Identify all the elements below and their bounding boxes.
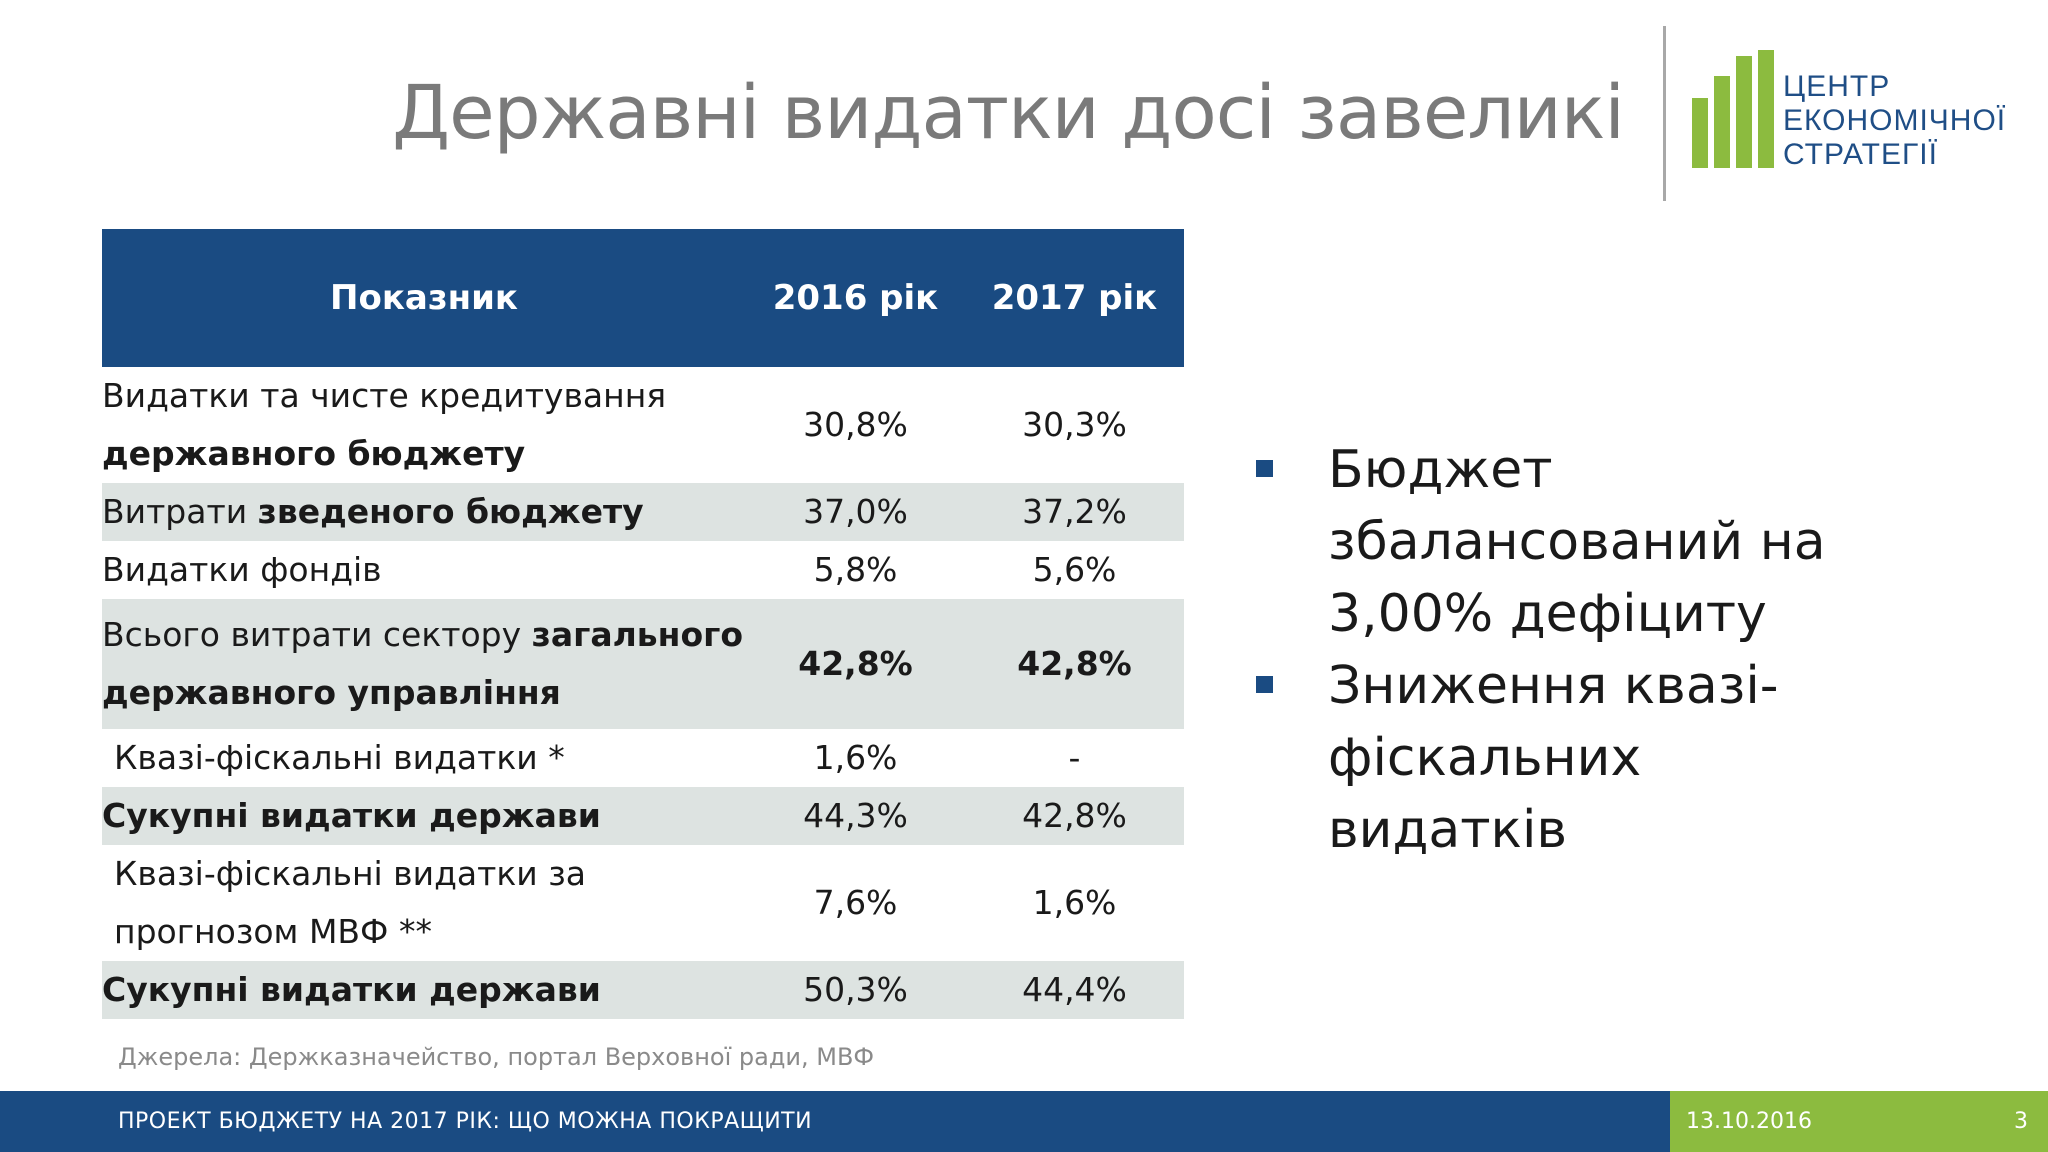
table-row: Квазі-фіскальні видатки за прогнозом МВФ… (102, 845, 1184, 961)
table-row: Всього витрати сектору загального держав… (102, 599, 1184, 729)
row-label: Видатки фондів (102, 541, 746, 599)
value-2016: 42,8% (746, 599, 965, 729)
value-2016: 50,3% (746, 961, 965, 1019)
footer-date: 13.10.2016 (1686, 1109, 1812, 1134)
logo-line-1: ЦЕНТР (1783, 70, 1891, 103)
row-label-plain: Видатки фондів (102, 550, 382, 589)
row-label: Квазі-фіскальні видатки за прогнозом МВФ… (102, 845, 746, 961)
logo-bars-icon (1692, 50, 1774, 168)
value-2016: 30,8% (803, 405, 908, 444)
header-2016: 2016 рік (746, 229, 965, 367)
expenditure-table: Показник 2016 рік 2017 рік Видатки та чи… (102, 229, 1184, 1019)
table-row: Сукупні видатки держави 44,3% 42,8% (102, 787, 1184, 845)
footer-green-band (1670, 1091, 2048, 1152)
value-2017: 42,8% (965, 599, 1184, 729)
row-label-plain: Квазі-фіскальні видатки за прогнозом МВФ… (114, 854, 586, 951)
row-label: Сукупні видатки держави (102, 787, 746, 845)
title-divider (1663, 26, 1666, 201)
value-2016: 37,0% (746, 483, 965, 541)
row-label-plain: Витрати (102, 492, 258, 531)
table-row: Витрати зведеного бюджету 37,0% 37,2% (102, 483, 1184, 541)
row-label-bold: зведеного бюджету (257, 492, 644, 531)
table-row: Видатки фондів 5,8% 5,6% (102, 541, 1184, 599)
row-label-bold: державного бюджету (102, 434, 526, 473)
bullet-text: Бюджет збалансований на 3,00% дефіциту (1328, 440, 1826, 644)
value-2016: 5,8% (813, 550, 898, 589)
square-bullet-icon (1256, 460, 1273, 477)
table-row: Видатки та чисте кредитування державного… (102, 367, 1184, 483)
value-2016: 7,6% (813, 883, 898, 922)
footer-title: ПРОЕКТ БЮДЖЕТУ НА 2017 РІК: ЩО МОЖНА ПОК… (118, 1109, 813, 1134)
value-2017: 44,4% (965, 961, 1184, 1019)
bullet-item: Зниження квазі-фіскальних видатків (1256, 650, 1876, 866)
bullet-item: Бюджет збалансований на 3,00% дефіциту (1256, 434, 1876, 650)
footer-blue-band (0, 1091, 1670, 1152)
logo-text: ЦЕНТР ЕКОНОМІЧНОЇ СТРАТЕГІЇ (1783, 70, 2006, 172)
page-number: 3 (2014, 1109, 2028, 1134)
value-2017: - (1068, 738, 1081, 777)
row-label: Всього витрати сектору загального держав… (102, 599, 746, 729)
row-label-bold: Сукупні видатки держави (102, 796, 601, 835)
square-bullet-icon (1256, 676, 1273, 693)
table-source-note: Джерела: Держказначейство, портал Верхов… (118, 1043, 875, 1071)
value-2017: 30,3% (1022, 405, 1127, 444)
row-label: Сукупні видатки держави (102, 961, 746, 1019)
value-2017: 1,6% (1032, 883, 1117, 922)
bullet-list: Бюджет збалансований на 3,00% дефіциту З… (1256, 434, 1876, 866)
row-label: Квазі-фіскальні видатки * (102, 729, 746, 787)
logo-line-3: СТРАТЕГІЇ (1783, 138, 1938, 171)
logo: ЦЕНТР ЕКОНОМІЧНОЇ СТРАТЕГІЇ (1690, 50, 2010, 172)
header-2017: 2017 рік (965, 229, 1184, 367)
row-label-plain: Всього витрати сектору (102, 615, 532, 654)
value-2017: 5,6% (1032, 550, 1117, 589)
row-label-plain: Квазі-фіскальні видатки * (114, 738, 565, 777)
value-2016: 44,3% (746, 787, 965, 845)
header-indicator: Показник (102, 229, 746, 367)
row-label-bold: Сукупні видатки держави (102, 970, 601, 1009)
row-label-bold: загального державного управління (102, 615, 744, 712)
bullet-text: Зниження квазі-фіскальних видатків (1328, 656, 1779, 860)
value-2017: 37,2% (965, 483, 1184, 541)
table-row: Квазі-фіскальні видатки * 1,6% - (102, 729, 1184, 787)
row-label: Витрати зведеного бюджету (102, 483, 746, 541)
row-label-plain: Видатки та чисте кредитування (102, 376, 667, 415)
table-row: Сукупні видатки держави 50,3% 44,4% (102, 961, 1184, 1019)
footer-bar: ПРОЕКТ БЮДЖЕТУ НА 2017 РІК: ЩО МОЖНА ПОК… (0, 1091, 2048, 1152)
slide-title: Державні видатки досі завеликі (392, 70, 1625, 156)
value-2016: 1,6% (813, 738, 898, 777)
table-header-row: Показник 2016 рік 2017 рік (102, 229, 1184, 367)
value-2017: 42,8% (965, 787, 1184, 845)
row-label: Видатки та чисте кредитування державного… (102, 367, 746, 483)
logo-line-2: ЕКОНОМІЧНОЇ (1783, 104, 2007, 137)
